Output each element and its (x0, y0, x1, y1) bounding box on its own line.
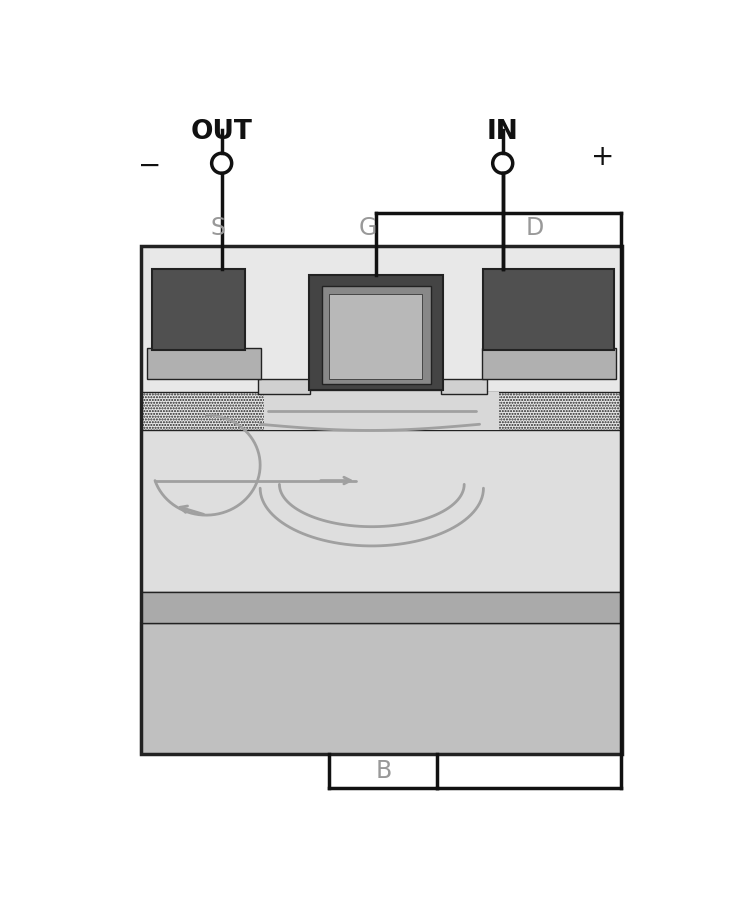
Text: −: − (139, 152, 162, 180)
Bar (482, 348, 616, 379)
Bar (329, 294, 422, 379)
Bar (484, 269, 614, 349)
Bar (141, 623, 622, 754)
Bar (141, 246, 622, 754)
Bar (141, 246, 622, 754)
Bar (264, 392, 499, 431)
Bar (147, 348, 261, 379)
Bar (322, 286, 431, 384)
Bar (141, 623, 622, 754)
Bar (141, 592, 622, 623)
Bar (141, 592, 622, 623)
Text: D: D (526, 216, 544, 240)
Text: +: + (591, 143, 614, 171)
Bar (309, 275, 443, 390)
Bar (258, 379, 310, 395)
Bar (441, 379, 487, 395)
Text: G: G (359, 216, 377, 240)
Text: OUT: OUT (191, 118, 252, 144)
Bar (141, 246, 622, 399)
Bar (141, 392, 622, 431)
Text: IN: IN (487, 118, 519, 144)
Bar (152, 269, 245, 349)
Text: B: B (375, 759, 392, 783)
Text: S: S (210, 216, 226, 240)
